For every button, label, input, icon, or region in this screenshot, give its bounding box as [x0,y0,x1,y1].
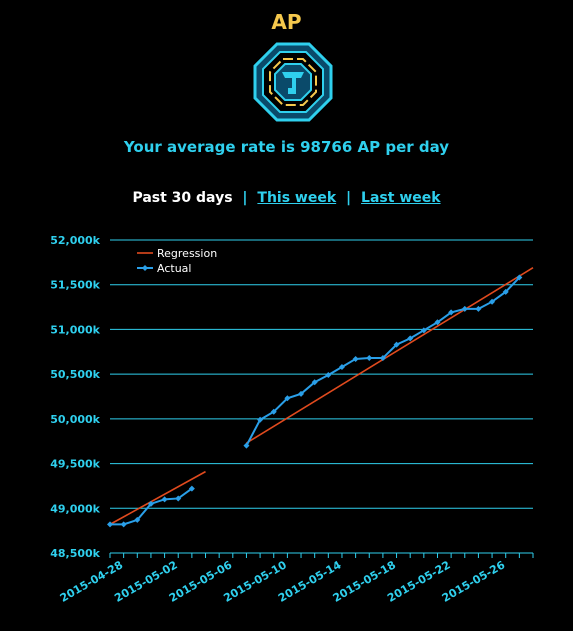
actual-point [366,355,372,361]
actual-point [107,521,113,527]
resistance-faction-icon [253,42,333,122]
period-separator: | [242,190,247,206]
period-separator: | [346,190,351,206]
ap-line-chart: 48,500k 49,000k 49,500k 50,000k 50,500k 51,00… [0,225,573,631]
period-selector: Past 30 days | This week | Last week [0,190,573,206]
y-tick-label: 51,000k [50,323,100,336]
regression-line [110,472,206,525]
actual-point [121,521,127,527]
y-tick-label: 50,500k [50,368,100,381]
average-rate-text: Your average rate is 98766 AP per day [0,138,573,156]
regression-line [246,268,533,443]
actual-point [162,496,168,502]
legend-marker-actual [142,265,148,271]
period-current: Past 30 days [132,190,232,206]
period-link-last-week[interactable]: Last week [361,190,441,206]
y-tick-label: 48,500k [50,547,100,560]
y-tick-label: 49,500k [50,458,100,471]
y-tick-label: 51,500k [50,279,100,292]
y-tick-label: 50,000k [50,413,100,426]
page-title: AP [0,10,573,34]
period-link-this-week[interactable]: This week [257,190,336,206]
legend-label-actual: Actual [157,262,191,275]
y-tick-label: 52,000k [50,234,100,247]
actual-line [246,278,519,446]
legend-label-regression: Regression [157,247,217,260]
y-tick-label: 49,000k [50,502,100,515]
